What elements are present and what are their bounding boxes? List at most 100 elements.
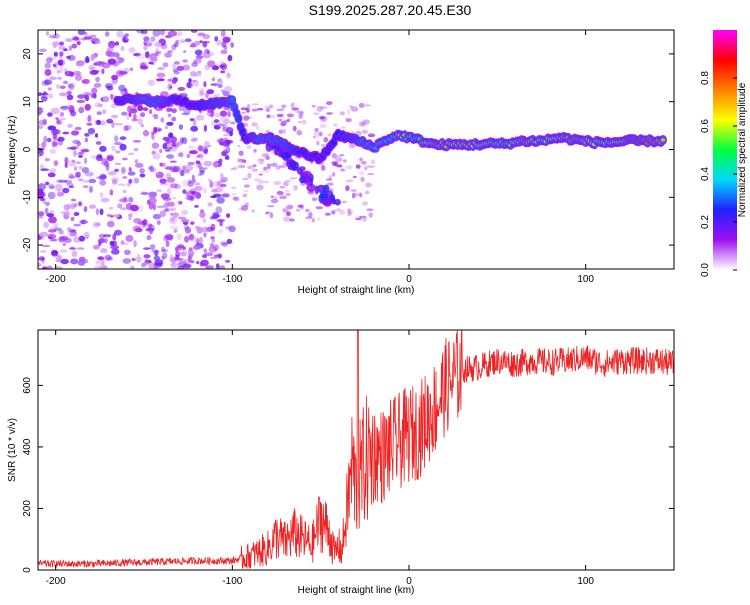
noise-blob [259, 159, 265, 163]
noise-blob [367, 133, 376, 138]
noise-blob [44, 79, 53, 85]
noise-blob [111, 145, 116, 152]
noise-blob [319, 123, 327, 129]
noise-blob [237, 164, 246, 169]
noise-blob [43, 135, 48, 144]
noise-blob [62, 243, 66, 246]
noise-blob [64, 179, 73, 184]
noise-blob [166, 146, 173, 150]
noise-blob [81, 167, 89, 174]
noise-blob [97, 256, 104, 261]
noise-blob [230, 42, 235, 48]
noise-blob [197, 145, 203, 152]
noise-blob [227, 54, 233, 62]
noise-blob [225, 259, 231, 263]
noise-blob [339, 111, 345, 116]
noise-blob [142, 129, 150, 137]
noise-blob [64, 162, 68, 169]
noise-blob [118, 57, 125, 64]
snr-x-axis: -200 -100 0 100 [46, 330, 594, 587]
noise-blob [93, 244, 100, 250]
noise-blob [154, 42, 162, 48]
noise-blob [59, 112, 65, 117]
noise-blob [238, 158, 246, 162]
noise-blob [71, 250, 78, 258]
noise-blob [200, 209, 204, 213]
noise-blob [169, 85, 173, 89]
noise-blob [100, 197, 110, 203]
noise-blob [355, 164, 361, 169]
noise-blob [334, 155, 343, 159]
noise-blob [358, 171, 365, 175]
noise-blob [197, 173, 202, 177]
noise-blob [105, 164, 110, 172]
noise-blob [78, 155, 83, 158]
noise-blob [134, 227, 142, 233]
noise-blob [198, 236, 204, 244]
noise-blob [111, 121, 115, 129]
noise-blob [69, 71, 75, 77]
noise-blob [347, 108, 351, 115]
noise-blob [225, 226, 232, 230]
noise-blob [177, 86, 186, 91]
noise-blob [46, 55, 52, 62]
noise-blob [122, 189, 127, 194]
noise-blob [349, 105, 353, 108]
noise-blob [156, 205, 165, 208]
noise-blob [243, 115, 250, 121]
noise-blob [127, 171, 136, 176]
noise-blob [112, 233, 117, 241]
noise-blob [117, 183, 126, 187]
noise-blob [211, 239, 216, 243]
noise-blob [316, 105, 324, 112]
noise-blob [252, 164, 257, 168]
noise-blob [122, 176, 128, 179]
noise-blob [148, 61, 154, 65]
noise-blob [99, 173, 107, 181]
noise-blob [95, 260, 103, 265]
y-tick-label: 400 [22, 438, 33, 455]
noise-blob [351, 192, 356, 199]
noise-blob [128, 213, 133, 218]
noise-blob [127, 152, 135, 156]
noise-blob [122, 157, 128, 161]
noise-blob [152, 152, 161, 160]
noise-blob [55, 84, 61, 89]
noise-blob [203, 148, 208, 155]
noise-blob [175, 251, 181, 258]
noise-blob [187, 249, 195, 257]
noise-blob [120, 45, 125, 52]
noise-blob [58, 139, 64, 146]
noise-blob [42, 265, 48, 269]
noise-blob [331, 210, 336, 215]
noise-blob [159, 162, 166, 168]
noise-blob [311, 197, 318, 201]
noise-blob [107, 44, 116, 49]
ridge-blob [306, 183, 316, 192]
noise-blob [251, 168, 259, 172]
noise-blob [242, 177, 249, 181]
noise-blob [220, 151, 227, 157]
noise-blob [323, 136, 329, 143]
noise-blob [275, 165, 281, 170]
noise-blob [175, 40, 180, 44]
noise-blob [78, 151, 84, 155]
noise-blob [184, 226, 192, 234]
noise-blob [198, 87, 205, 93]
noise-blob [41, 141, 47, 148]
noise-blob [153, 126, 158, 134]
noise-blob [165, 240, 170, 248]
noise-blob [114, 162, 122, 166]
noise-blob [67, 124, 73, 128]
noise-blob [143, 36, 150, 42]
noise-blob [47, 137, 52, 143]
noise-blob [71, 159, 76, 163]
noise-blob [265, 156, 270, 160]
noise-blob [124, 33, 129, 38]
noise-blob [219, 60, 225, 66]
noise-blob [176, 233, 182, 240]
noise-blob [90, 93, 97, 99]
noise-blob [109, 240, 115, 246]
ridge-core [236, 116, 241, 121]
noise-blob [136, 54, 146, 60]
